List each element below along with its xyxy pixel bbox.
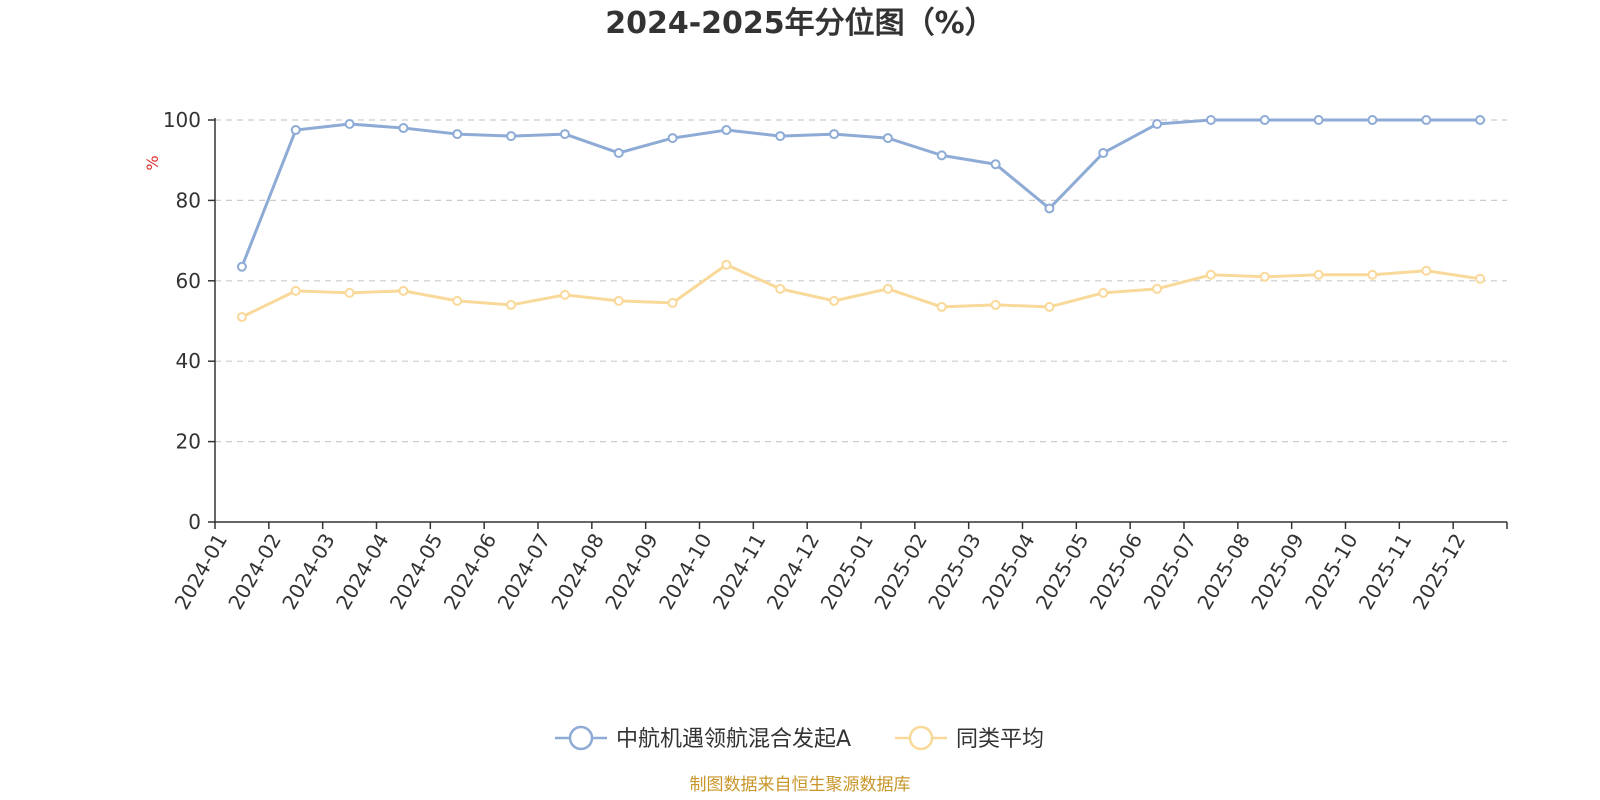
data-point [1475,273,1486,284]
data-point [1098,147,1109,158]
series-line [240,118,1481,268]
data-point [721,125,732,136]
data-point [1259,115,1270,125]
series-group [236,115,1486,272]
data-point [882,133,893,144]
data-point [1313,115,1324,125]
data-point [559,289,570,300]
data-point [559,129,570,140]
y-tick-label: 80 [176,188,201,212]
data-source-note: 制图数据来自恒生聚源数据库 [690,775,911,795]
data-point [613,147,624,158]
data-point [1044,203,1055,214]
data-point [344,287,355,298]
legend-label: 同类平均 [956,727,1044,752]
data-point [452,295,463,306]
data-point [1098,287,1109,298]
data-point [506,131,517,142]
data-point [290,125,301,136]
legend: 中航机遇领航混合发起A 同类平均 [555,725,1044,752]
data-point [1421,265,1432,276]
data-point [613,295,624,306]
data-point [1152,283,1163,294]
data-point [667,133,678,144]
data-point [344,119,355,130]
data-point [882,283,893,294]
grid-lines [215,119,1507,443]
legend-marker-icon [908,725,934,751]
data-point [775,283,786,294]
y-tick-label: 20 [176,430,201,454]
y-tick-label: 100 [163,108,201,132]
data-point [721,259,732,270]
chart-title: 2024-2025年分位图（%） [605,6,995,41]
data-point [775,131,786,142]
data-point [398,285,409,296]
data-point [1475,115,1486,125]
data-point [990,159,1001,170]
data-point [1421,115,1432,125]
data-point [236,261,247,272]
data-point [1367,269,1378,280]
data-point [1044,301,1055,312]
legend-item[interactable]: 同类平均 [895,725,1044,752]
data-point [667,297,678,308]
data-point [829,129,840,140]
series-group [236,259,1486,322]
data-point [1152,119,1163,130]
legend-marker-icon [568,725,594,751]
data-point [990,299,1001,310]
series-lines [236,115,1486,322]
y-tick-label: 40 [176,349,201,373]
data-point [1313,269,1324,280]
data-point [290,285,301,296]
y-tick-labels: 0 20 40 60 80 100 [163,108,201,534]
data-point [1205,115,1216,125]
legend-item[interactable]: 中航机遇领航混合发起A [555,725,851,752]
data-point [1259,271,1270,282]
x-tick-label: 2025-12 [1408,529,1471,613]
x-tick-labels: 2024-012024-022024-032024-042024-052024-… [170,529,1471,613]
data-point [936,301,947,312]
data-point [452,129,463,140]
data-point [398,123,409,134]
data-point [1367,115,1378,125]
data-point [829,295,840,306]
data-point [506,299,517,310]
legend-label: 中航机遇领航混合发起A [616,727,851,752]
data-point [1205,269,1216,280]
y-tick-label: 0 [188,510,201,534]
data-point [236,311,247,322]
series-line [241,263,1481,319]
data-point [936,150,947,161]
y-axis-label: % [143,155,162,170]
y-tick-label: 60 [176,269,201,293]
axes [208,118,1508,529]
